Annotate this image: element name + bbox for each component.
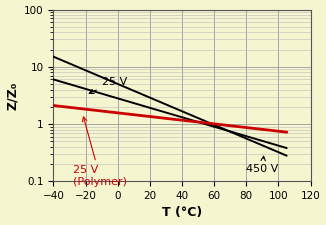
Text: 450 V: 450 V — [246, 156, 278, 174]
Text: 25 V
(Polymer): 25 V (Polymer) — [73, 117, 127, 187]
Text: 25 V: 25 V — [89, 76, 127, 93]
Y-axis label: Z/Z₀: Z/Z₀ — [6, 81, 19, 110]
X-axis label: T (°C): T (°C) — [162, 207, 202, 219]
